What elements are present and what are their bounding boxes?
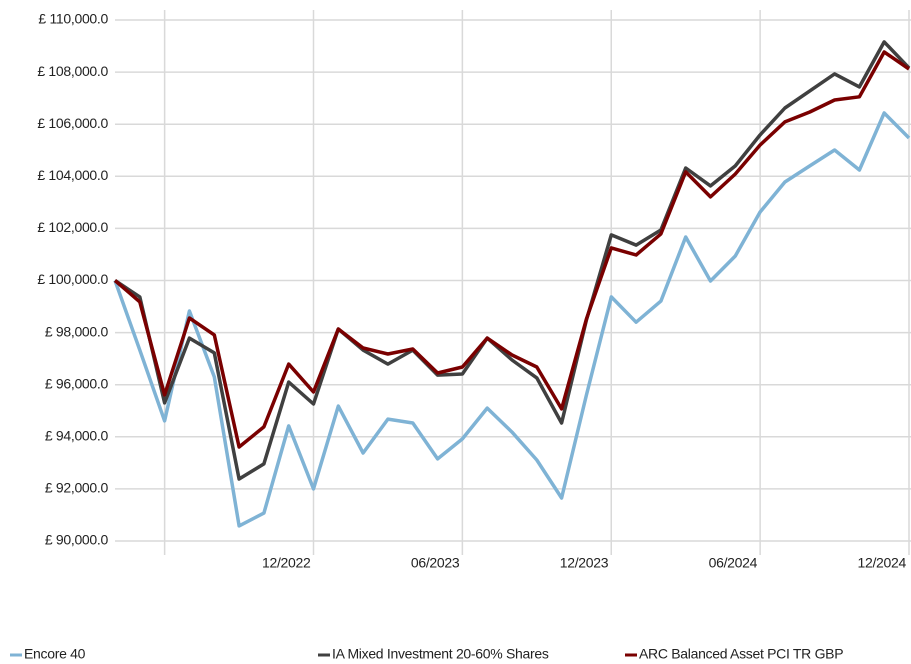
series-line [113,50,910,449]
legend-label: ARC Balanced Asset PCI TR GBP [639,646,843,662]
y-tick-label: £ 104,000.0 [37,167,108,183]
y-tick-label: £ 98,000.0 [45,323,109,339]
y-tick-label: £ 92,000.0 [45,480,109,496]
x-tick-label: 06/2024 [709,555,758,571]
y-tick-label: £ 100,000.0 [37,271,108,287]
y-tick-label: £ 90,000.0 [45,532,109,548]
y-tick-label: £ 110,000.0 [38,11,108,27]
y-tick-label: £ 94,000.0 [45,428,109,444]
x-tick-label: 12/2023 [560,555,609,571]
legend-label: Encore 40 [24,646,86,662]
x-tick-label: 06/2023 [411,555,460,571]
y-tick-label: £ 96,000.0 [45,375,109,391]
x-tick-label: 12/2022 [262,555,311,571]
y-tick-label: £ 102,000.0 [37,219,108,235]
y-tick-label: £ 106,000.0 [37,115,108,131]
series-line [113,111,911,528]
x-tick-label: 12/2024 [857,555,906,571]
legend-label: IA Mixed Investment 20-60% Shares [332,646,549,662]
y-tick-label: £ 108,000.0 [37,63,108,79]
series-line [114,40,911,481]
